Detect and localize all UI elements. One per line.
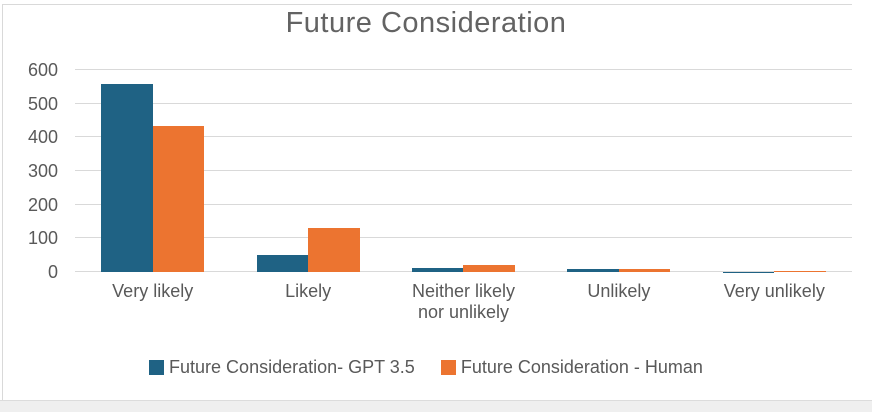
x-axis-label-likely: Likely — [285, 281, 332, 301]
gridline-600 — [75, 69, 852, 70]
gridline-200 — [75, 203, 852, 205]
bar-human-unlikely — [618, 268, 671, 272]
bar-gpt-neither-likely-nor-unlikely — [411, 268, 464, 272]
plot-area — [75, 69, 852, 272]
x-axis-label-neither-likely-nor-unlikely: Neither likely nor unlikely — [411, 281, 516, 322]
y-axis-label-200: 200 — [27, 194, 58, 215]
y-axis-label-500: 500 — [27, 93, 58, 114]
bottom-edge — [0, 400, 872, 412]
bar-human-very-unlikely — [774, 270, 826, 272]
category-slot-very-likely — [75, 70, 230, 272]
y-axis-label-0: 0 — [47, 262, 58, 282]
x-axis-label-very-likely: Very likely — [112, 281, 194, 301]
legend-label-human: Future Consideration - Human — [460, 357, 703, 377]
x-axis-label-unlikely: Unlikely — [587, 281, 651, 301]
legend-swatch-human-icon — [440, 360, 456, 375]
legend-label-gpt: Future Consideration- GPT 3.5 — [169, 357, 415, 377]
gridline-300 — [75, 170, 852, 171]
category-slot-likely — [230, 70, 385, 272]
bar-gpt-likely — [256, 255, 309, 272]
legend-swatch-gpt-icon — [149, 360, 165, 375]
x-axis-label-very-unlikely: Very unlikely — [723, 281, 825, 301]
category-slot-very-unlikely — [697, 70, 852, 272]
gridline-400 — [75, 136, 852, 138]
legend-item-human: Future Consideration - Human — [440, 357, 703, 378]
category-slot-neither-likely-nor-unlikely — [386, 70, 541, 272]
y-axis-label-400: 400 — [27, 127, 58, 148]
bar-gpt-very-likely — [101, 84, 153, 272]
legend-item-gpt: Future Consideration- GPT 3.5 — [149, 357, 415, 378]
gridline-500 — [75, 102, 852, 104]
legend: Future Consideration- GPT 3.5 Future Con… — [0, 357, 852, 378]
gridline-100 — [75, 237, 852, 239]
y-axis-label-300: 300 — [27, 161, 58, 181]
y-axis-label-100: 100 — [27, 228, 58, 249]
bar-gpt-unlikely — [567, 269, 619, 272]
y-axis-label-600: 600 — [27, 60, 58, 80]
category-slot-unlikely — [541, 70, 696, 272]
chart-title: Future Consideration — [285, 7, 567, 39]
bar-human-likely — [308, 228, 360, 272]
bar-human-neither-likely-nor-unlikely — [463, 264, 515, 272]
bar-human-very-likely — [152, 126, 205, 272]
